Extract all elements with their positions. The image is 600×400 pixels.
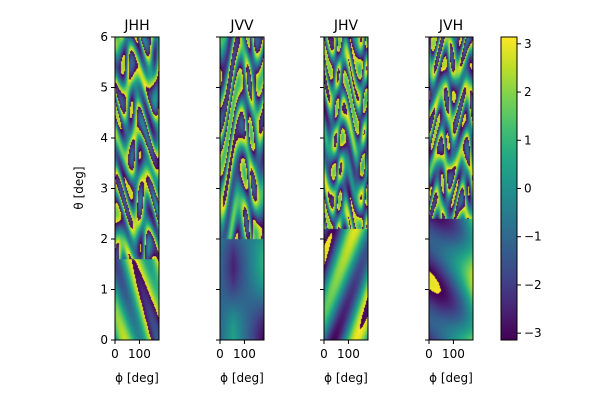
y-tick-label: 5 <box>100 81 108 95</box>
x-tick-label: 100 <box>128 347 151 361</box>
x-axis-label: ϕ [deg] <box>115 371 159 385</box>
panel-jhh: JHH 0 1 2 3 4 5 6 0 100 ϕ [deg] <box>100 18 160 385</box>
colorbar-tick-label: −3 <box>524 326 542 340</box>
panel-title: JHV <box>333 18 359 34</box>
x-tick-label: 0 <box>425 347 433 361</box>
heatmap-jhv <box>324 37 368 340</box>
y-axis-label: θ [deg] <box>72 166 86 209</box>
colorbar-tick-label: 3 <box>524 37 532 51</box>
colorbar-gradient <box>501 37 517 340</box>
panel-jhv: JHV 0 100 ϕ [deg] <box>320 18 369 385</box>
y-tick-label: 1 <box>100 283 108 297</box>
y-tick-label: 4 <box>100 131 108 145</box>
panel-title: JHH <box>123 18 149 34</box>
x-tick-label: 0 <box>216 347 224 361</box>
x-tick-label: 100 <box>442 347 465 361</box>
colorbar-tick-label: −1 <box>524 230 542 244</box>
x-tick-label: 100 <box>233 347 256 361</box>
panel-jvh: JVH 0 100 ϕ [deg] <box>425 18 474 385</box>
y-tick-label: 2 <box>100 232 108 246</box>
y-tick-label: 6 <box>100 30 108 44</box>
x-axis-label: ϕ [deg] <box>324 371 368 385</box>
panel-title: JVV <box>229 18 254 34</box>
colorbar-tick-label: 0 <box>524 182 532 196</box>
panel-jvv: JVV 0 100 ϕ [deg] <box>216 18 265 385</box>
y-tick-label: 3 <box>100 182 108 196</box>
colorbar-tick-label: 1 <box>524 133 532 147</box>
x-tick-label: 100 <box>337 347 360 361</box>
y-tick-label: 0 <box>100 333 108 347</box>
heatmap-jvh <box>429 37 473 340</box>
heatmap-jvv <box>220 37 264 340</box>
x-axis-label: ϕ [deg] <box>429 371 473 385</box>
x-tick-label: 0 <box>111 347 119 361</box>
panel-title: JVH <box>438 18 463 34</box>
colorbar: −3 −2 −1 0 1 2 3 <box>500 36 542 341</box>
colorbar-tick-label: −2 <box>524 278 542 292</box>
colorbar-tick-label: 2 <box>524 85 532 99</box>
heatmap-jhh <box>115 37 159 340</box>
x-tick-label: 0 <box>320 347 328 361</box>
x-axis-label: ϕ [deg] <box>220 371 264 385</box>
